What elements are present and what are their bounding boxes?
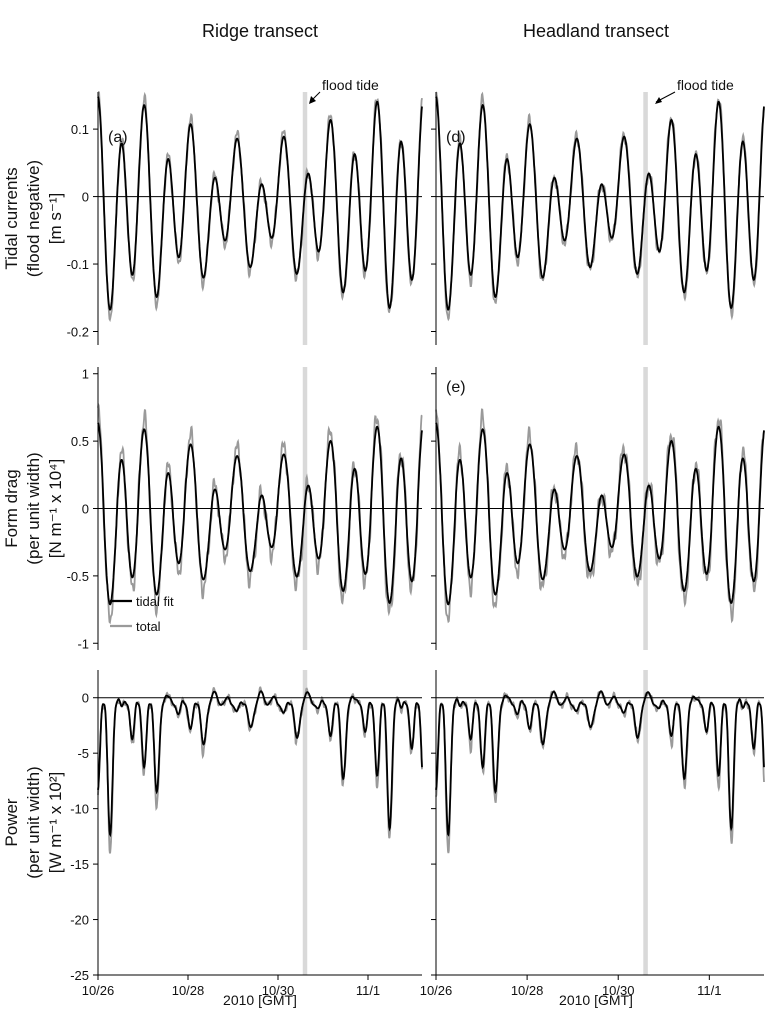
panel-4-x-tick-label: 10/26 (82, 983, 115, 998)
panel-4-series-fit (97, 690, 423, 838)
panel-2-y-tick-label: 0 (82, 502, 89, 517)
panel-2-y-tick-label: 1 (82, 367, 89, 382)
panel-5-x-tick-label: 10/30 (602, 983, 635, 998)
panel-2-y-title-line: [N m⁻¹ x 10⁴] (46, 459, 65, 558)
panel-4-flood-band (302, 670, 308, 975)
panel-5-series-fit (435, 690, 765, 837)
panel-5-x-tick-label: 10/28 (511, 983, 544, 998)
panel-4-y-tick-label: 0 (82, 691, 89, 706)
legend-label-fit: tidal fit (136, 594, 174, 609)
panel-4-y-title-line: [W m⁻¹ x 10²] (46, 772, 65, 874)
panel-0-y-tick-label: 0 (82, 190, 89, 205)
panel-3-series-fit (435, 422, 765, 606)
panel-0-y-tick-label: 0.1 (71, 122, 89, 137)
flood-tide-arrowhead-right (655, 97, 662, 104)
panel-1-flood-band (643, 92, 648, 345)
legend-label-total: total (136, 619, 161, 634)
column-title-headland: Headland transect (523, 21, 669, 41)
panel-4-y-tick-label: -5 (77, 746, 89, 761)
panel-4-y-title-line: Power (2, 798, 21, 847)
panel-5-flood-band (643, 670, 648, 975)
panel-1-series-fit (435, 96, 765, 311)
annotation-arrows (309, 91, 676, 104)
panel-2-y-tick-label: -1 (77, 636, 89, 651)
panel-4-x-tick-label: 10/30 (262, 983, 295, 998)
panel-4-y-tick-label: -15 (70, 857, 89, 872)
panel-0-series-fit (97, 96, 423, 311)
panel-4-y-tick-label: -20 (70, 913, 89, 928)
legend (110, 599, 132, 628)
panel-5-x-tick-label: 10/26 (420, 983, 453, 998)
panel-1-label: (d) (446, 129, 466, 146)
panel-2-y-title-line: (per unit width) (24, 452, 43, 564)
panel-5-x-tick-label: 11/1 (697, 983, 721, 998)
panel-3-label: (e) (446, 379, 466, 396)
panel-0-y-title-line: (flood negative) (24, 160, 43, 277)
panel-4-y-tick-label: -25 (70, 968, 89, 983)
panel-0-y-title-line: [m s⁻¹] (46, 193, 65, 244)
x-axis-label-left: 2010 [GMT] (223, 992, 297, 1008)
column-title-ridge: Ridge transect (202, 21, 318, 41)
flood-tide-annotation-right: flood tide (677, 77, 734, 93)
panel-0-label: (a) (108, 129, 128, 146)
panel-4-y-title-line: (per unit width) (24, 766, 43, 878)
panel-0-y-title-line: Tidal currents (2, 167, 21, 269)
flood-tide-annotation-left: flood tide (322, 77, 379, 93)
panel-2-y-tick-label: 0.5 (71, 434, 89, 449)
panel-0-y-tick-label: -0.2 (67, 325, 89, 340)
panel-4-x-tick-label: 11/1 (356, 983, 380, 998)
panel-4-x-tick-label: 10/28 (172, 983, 205, 998)
panel-2-y-tick-label: -0.5 (67, 569, 89, 584)
panel-0-y-tick-label: -0.1 (67, 257, 89, 272)
panel-4-y-tick-label: -10 (70, 802, 89, 817)
flood-tide-arrowhead-left (309, 96, 316, 104)
x-axis-label-right: 2010 [GMT] (559, 992, 633, 1008)
panel-0-flood-band (302, 92, 308, 345)
panel-2-y-title-line: Form drag (2, 469, 21, 547)
panel-2-series-fit (97, 422, 423, 606)
